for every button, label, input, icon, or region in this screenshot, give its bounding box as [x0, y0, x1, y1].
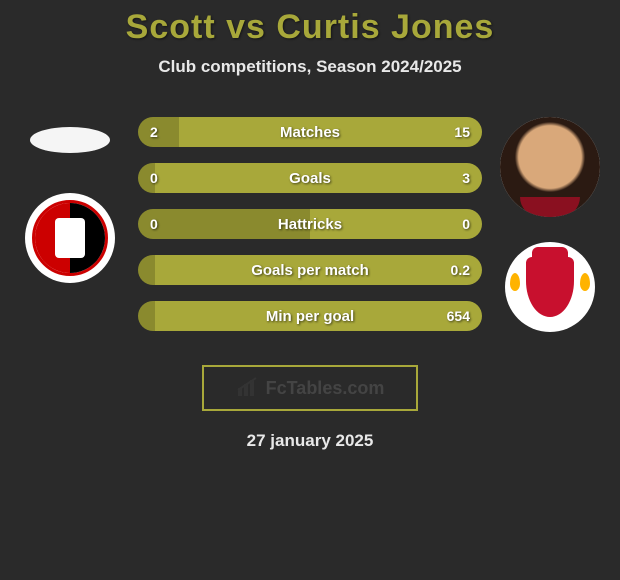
player-photo-left	[30, 127, 110, 153]
stat-bar-left	[138, 117, 179, 147]
stat-bar-right	[155, 163, 482, 193]
stat-row: Hattricks00	[138, 209, 482, 239]
bournemouth-badge-icon	[32, 200, 108, 276]
main-row: Matches215 Goals03 Hattricks00 Goals per ma…	[0, 117, 620, 347]
club-badge-right	[505, 242, 595, 332]
stat-bar-left	[138, 301, 155, 331]
stat-bar-right	[155, 301, 482, 331]
page-title: Scott vs Curtis Jones	[0, 8, 620, 47]
stat-bar-right	[310, 209, 482, 239]
player-photo-right	[500, 117, 600, 217]
date-label: 27 january 2025	[0, 431, 620, 451]
page-subtitle: Club competitions, Season 2024/2025	[0, 57, 620, 77]
stat-bar-left	[138, 209, 310, 239]
stat-row: Goals03	[138, 163, 482, 193]
stat-row: Matches215	[138, 117, 482, 147]
watermark-text: FcTables.com	[266, 378, 385, 399]
stat-bars: Matches215 Goals03 Hattricks00 Goals per ma…	[130, 117, 490, 347]
stat-bar-right	[179, 117, 482, 147]
stat-bar-right	[155, 255, 482, 285]
comparison-infographic: Scott vs Curtis Jones Club competitions,…	[0, 0, 620, 451]
watermark: FcTables.com	[202, 365, 418, 411]
stat-row: Goals per match0.2	[138, 255, 482, 285]
right-player-column	[490, 117, 610, 332]
club-badge-left	[25, 193, 115, 283]
stat-bar-left	[138, 163, 155, 193]
stat-bar-left	[138, 255, 155, 285]
left-player-column	[10, 117, 130, 283]
chart-icon	[236, 376, 260, 401]
liverpool-badge-icon	[512, 249, 588, 325]
stat-row: Min per goal654	[138, 301, 482, 331]
